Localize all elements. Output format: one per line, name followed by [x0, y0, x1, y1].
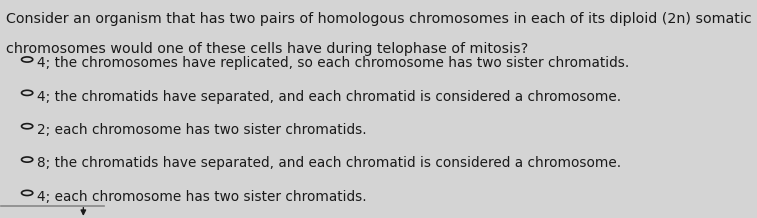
Text: chromosomes would one of these cells have during telophase of mitosis?: chromosomes would one of these cells hav… [6, 42, 528, 56]
Text: 4; each chromosome has two sister chromatids.: 4; each chromosome has two sister chroma… [36, 190, 366, 204]
Text: 4; the chromosomes have replicated, so each chromosome has two sister chromatids: 4; the chromosomes have replicated, so e… [36, 56, 629, 70]
Text: 4; the chromatids have separated, and each chromatid is considered a chromosome.: 4; the chromatids have separated, and ea… [36, 90, 621, 104]
Text: Consider an organism that has two pairs of homologous chromosomes in each of its: Consider an organism that has two pairs … [6, 12, 757, 26]
Text: 2; each chromosome has two sister chromatids.: 2; each chromosome has two sister chroma… [36, 123, 366, 137]
Text: 8; the chromatids have separated, and each chromatid is considered a chromosome.: 8; the chromatids have separated, and ea… [36, 156, 621, 170]
